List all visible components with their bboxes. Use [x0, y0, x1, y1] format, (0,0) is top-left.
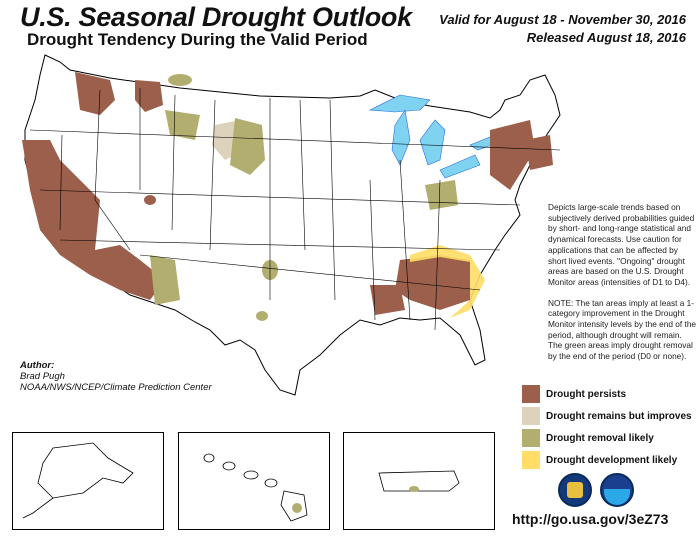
- legend: Drought persists Drought remains but imp…: [522, 383, 692, 471]
- legend-item-improves: Drought remains but improves: [522, 405, 692, 427]
- legend-swatch: [522, 451, 540, 469]
- doc-seal-icon: [558, 473, 592, 507]
- drought-persists-areas: [22, 72, 553, 315]
- state-borders: [29, 88, 561, 331]
- drought-development-area: [410, 245, 485, 318]
- legend-swatch: [522, 429, 540, 447]
- puerto-rico-inset: [343, 432, 495, 530]
- legend-item-removal: Drought removal likely: [522, 427, 692, 449]
- legend-label: Drought remains but improves: [546, 410, 692, 422]
- map-title: U.S. Seasonal Drought Outlook: [20, 2, 412, 32]
- alaska-inset: [12, 432, 164, 530]
- legend-swatch: [522, 407, 540, 425]
- map-subtitle: Drought Tendency During the Valid Period: [27, 30, 368, 49]
- author-name: Brad Pugh: [20, 371, 65, 382]
- noaa-logo-icon: [600, 473, 634, 507]
- valid-period: Valid for August 18 - November 30, 2016: [439, 12, 686, 27]
- hawaii-inset: [178, 432, 330, 530]
- author-label: Author:: [20, 360, 55, 371]
- description-para-1: Depicts large-scale trends based on subj…: [548, 202, 695, 287]
- legend-label: Drought removal likely: [546, 432, 654, 444]
- legend-item-persists: Drought persists: [522, 383, 692, 405]
- drought-removal-areas: [150, 74, 458, 321]
- description-para-2: NOTE: The tan areas imply at least a 1-c…: [548, 297, 697, 362]
- legend-label: Drought persists: [546, 388, 627, 400]
- great-lakes: [368, 94, 501, 179]
- author-block: Author: Brad Pugh NOAA/NWS/NCEP/Climate …: [20, 360, 212, 393]
- author-org: NOAA/NWS/NCEP/Climate Prediction Center: [20, 382, 212, 393]
- release-date: Released August 18, 2016: [526, 30, 686, 45]
- info-url-link[interactable]: http://go.usa.gov/3eZ73: [512, 511, 669, 527]
- description: Depicts large-scale trends based on subj…: [548, 202, 698, 362]
- legend-label: Drought development likely: [546, 454, 678, 466]
- legend-swatch: [522, 385, 540, 403]
- legend-item-development: Drought development likely: [522, 449, 692, 471]
